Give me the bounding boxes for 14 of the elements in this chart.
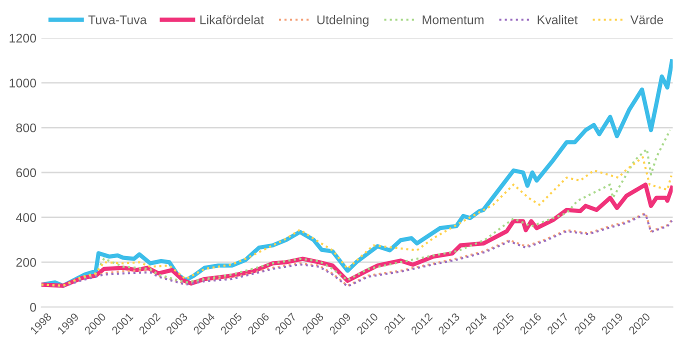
- line-series: [41, 156, 672, 287]
- y-tick-label: 600: [16, 168, 36, 178]
- legend-label: Likafördelat: [200, 15, 264, 24]
- y-tick-label: 0: [30, 302, 36, 312]
- y-tick-label: 400: [16, 213, 36, 222]
- y-tick-label: 800: [16, 123, 36, 132]
- y-tick-label: 200: [16, 258, 36, 267]
- legend-label: Momentum: [422, 16, 484, 24]
- legend-label: Värde: [630, 15, 664, 24]
- y-tick-label: 1200: [10, 34, 36, 43]
- y-tick-label: 1000: [10, 78, 36, 88]
- legend-label: Kvalitet: [538, 15, 578, 24]
- legend-label: Tuva-Tuva: [88, 16, 147, 24]
- legend-label: Utdelning: [317, 15, 368, 27]
